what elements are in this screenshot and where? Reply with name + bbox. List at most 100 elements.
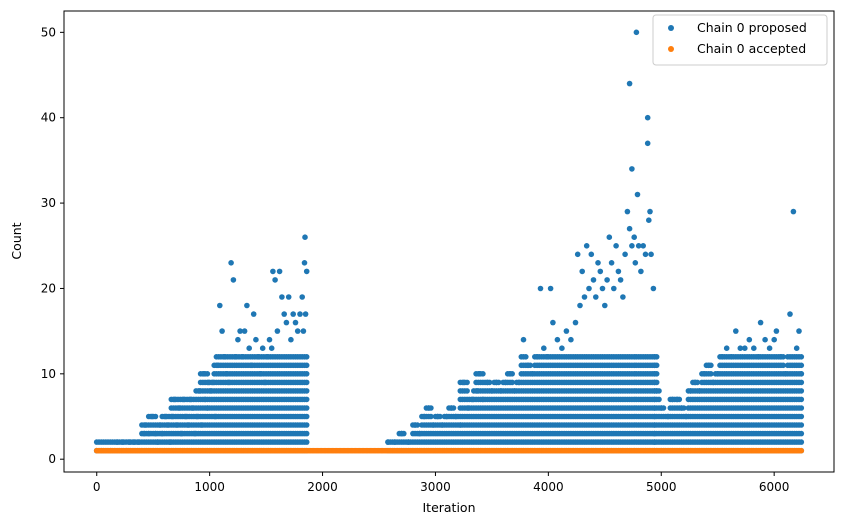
proposed-point xyxy=(303,422,310,428)
proposed-point xyxy=(174,422,180,428)
proposed-point xyxy=(790,208,797,215)
proposed-point xyxy=(185,422,191,428)
proposed-point xyxy=(457,422,464,428)
x-tick-label: 2000 xyxy=(307,480,338,494)
proposed-point xyxy=(210,379,216,386)
proposed-point xyxy=(632,260,639,266)
proposed-point xyxy=(460,379,467,386)
proposed-point xyxy=(465,405,472,411)
proposed-point xyxy=(303,396,310,403)
proposed-point xyxy=(498,388,504,394)
proposed-point xyxy=(157,422,163,428)
proposed-point xyxy=(274,328,281,334)
proposed-point xyxy=(547,285,554,292)
proposed-point xyxy=(283,319,290,326)
proposed-point xyxy=(171,396,178,403)
proposed-point xyxy=(294,328,301,334)
proposed-point xyxy=(303,405,310,411)
proposed-point xyxy=(782,371,789,377)
proposed-point xyxy=(183,413,189,420)
proposed-point xyxy=(742,345,748,352)
proposed-point xyxy=(771,336,777,343)
proposed-point xyxy=(733,328,739,334)
proposed-point xyxy=(276,268,283,275)
proposed-point xyxy=(297,311,303,317)
proposed-point xyxy=(430,422,437,428)
proposed-point xyxy=(798,422,805,428)
proposed-point xyxy=(577,302,583,309)
proposed-point xyxy=(398,430,405,437)
proposed-point xyxy=(523,354,529,360)
proposed-point xyxy=(476,371,483,377)
proposed-point xyxy=(507,371,513,377)
proposed-point xyxy=(737,345,744,352)
proposed-point xyxy=(189,405,196,411)
proposed-point xyxy=(405,439,412,445)
proposed-point xyxy=(268,345,275,352)
proposed-point xyxy=(428,413,434,420)
proposed-point xyxy=(303,413,310,420)
x-tick-label: 1000 xyxy=(194,480,225,494)
proposed-point xyxy=(708,371,714,377)
proposed-point xyxy=(644,114,651,121)
proposed-point xyxy=(638,268,644,275)
proposed-point xyxy=(624,208,631,215)
proposed-point xyxy=(653,354,660,360)
proposed-point xyxy=(617,277,624,283)
proposed-point xyxy=(626,80,633,87)
proposed-point xyxy=(469,396,476,403)
proposed-point xyxy=(559,345,565,352)
proposed-point xyxy=(262,379,268,386)
proposed-point xyxy=(288,336,294,343)
proposed-point xyxy=(217,302,223,309)
proposed-point xyxy=(165,422,171,428)
proposed-point xyxy=(255,354,261,360)
proposed-point xyxy=(629,166,635,172)
proposed-point xyxy=(167,439,173,445)
proposed-point xyxy=(746,336,753,343)
proposed-point xyxy=(613,243,619,249)
proposed-point xyxy=(793,345,800,352)
proposed-point xyxy=(644,140,651,147)
proposed-point xyxy=(798,439,805,445)
proposed-point xyxy=(292,319,299,326)
proposed-point xyxy=(131,439,137,445)
proposed-point xyxy=(572,319,579,326)
proposed-point xyxy=(611,285,617,292)
proposed-point xyxy=(529,371,536,377)
proposed-point xyxy=(642,251,649,258)
proposed-point xyxy=(728,354,735,360)
proposed-point xyxy=(244,302,250,309)
proposed-point xyxy=(796,328,802,334)
proposed-point xyxy=(232,354,239,360)
proposed-point xyxy=(154,439,161,445)
proposed-point xyxy=(208,388,214,394)
legend-accepted-marker xyxy=(668,46,674,52)
proposed-point xyxy=(646,217,652,223)
proposed-point xyxy=(719,354,725,360)
proposed-point xyxy=(145,430,152,437)
proposed-point xyxy=(525,362,531,369)
proposed-point xyxy=(259,345,266,352)
proposed-point xyxy=(635,243,642,249)
proposed-point xyxy=(550,319,556,326)
proposed-point xyxy=(187,396,194,403)
proposed-point xyxy=(230,277,237,283)
proposed-point xyxy=(590,277,597,283)
proposed-point xyxy=(634,191,641,198)
proposed-point xyxy=(509,379,515,386)
proposed-point xyxy=(239,354,246,360)
proposed-point xyxy=(149,413,155,420)
proposed-point xyxy=(159,430,165,437)
proposed-point xyxy=(202,396,208,403)
proposed-point xyxy=(453,413,459,420)
proposed-point xyxy=(126,439,133,445)
proposed-point xyxy=(665,413,671,420)
proposed-point xyxy=(241,328,248,334)
proposed-point xyxy=(534,354,540,360)
proposed-point xyxy=(226,379,232,386)
proposed-point xyxy=(300,328,307,334)
proposed-point xyxy=(135,439,142,445)
proposed-point xyxy=(119,439,126,445)
proposed-point xyxy=(302,234,308,240)
